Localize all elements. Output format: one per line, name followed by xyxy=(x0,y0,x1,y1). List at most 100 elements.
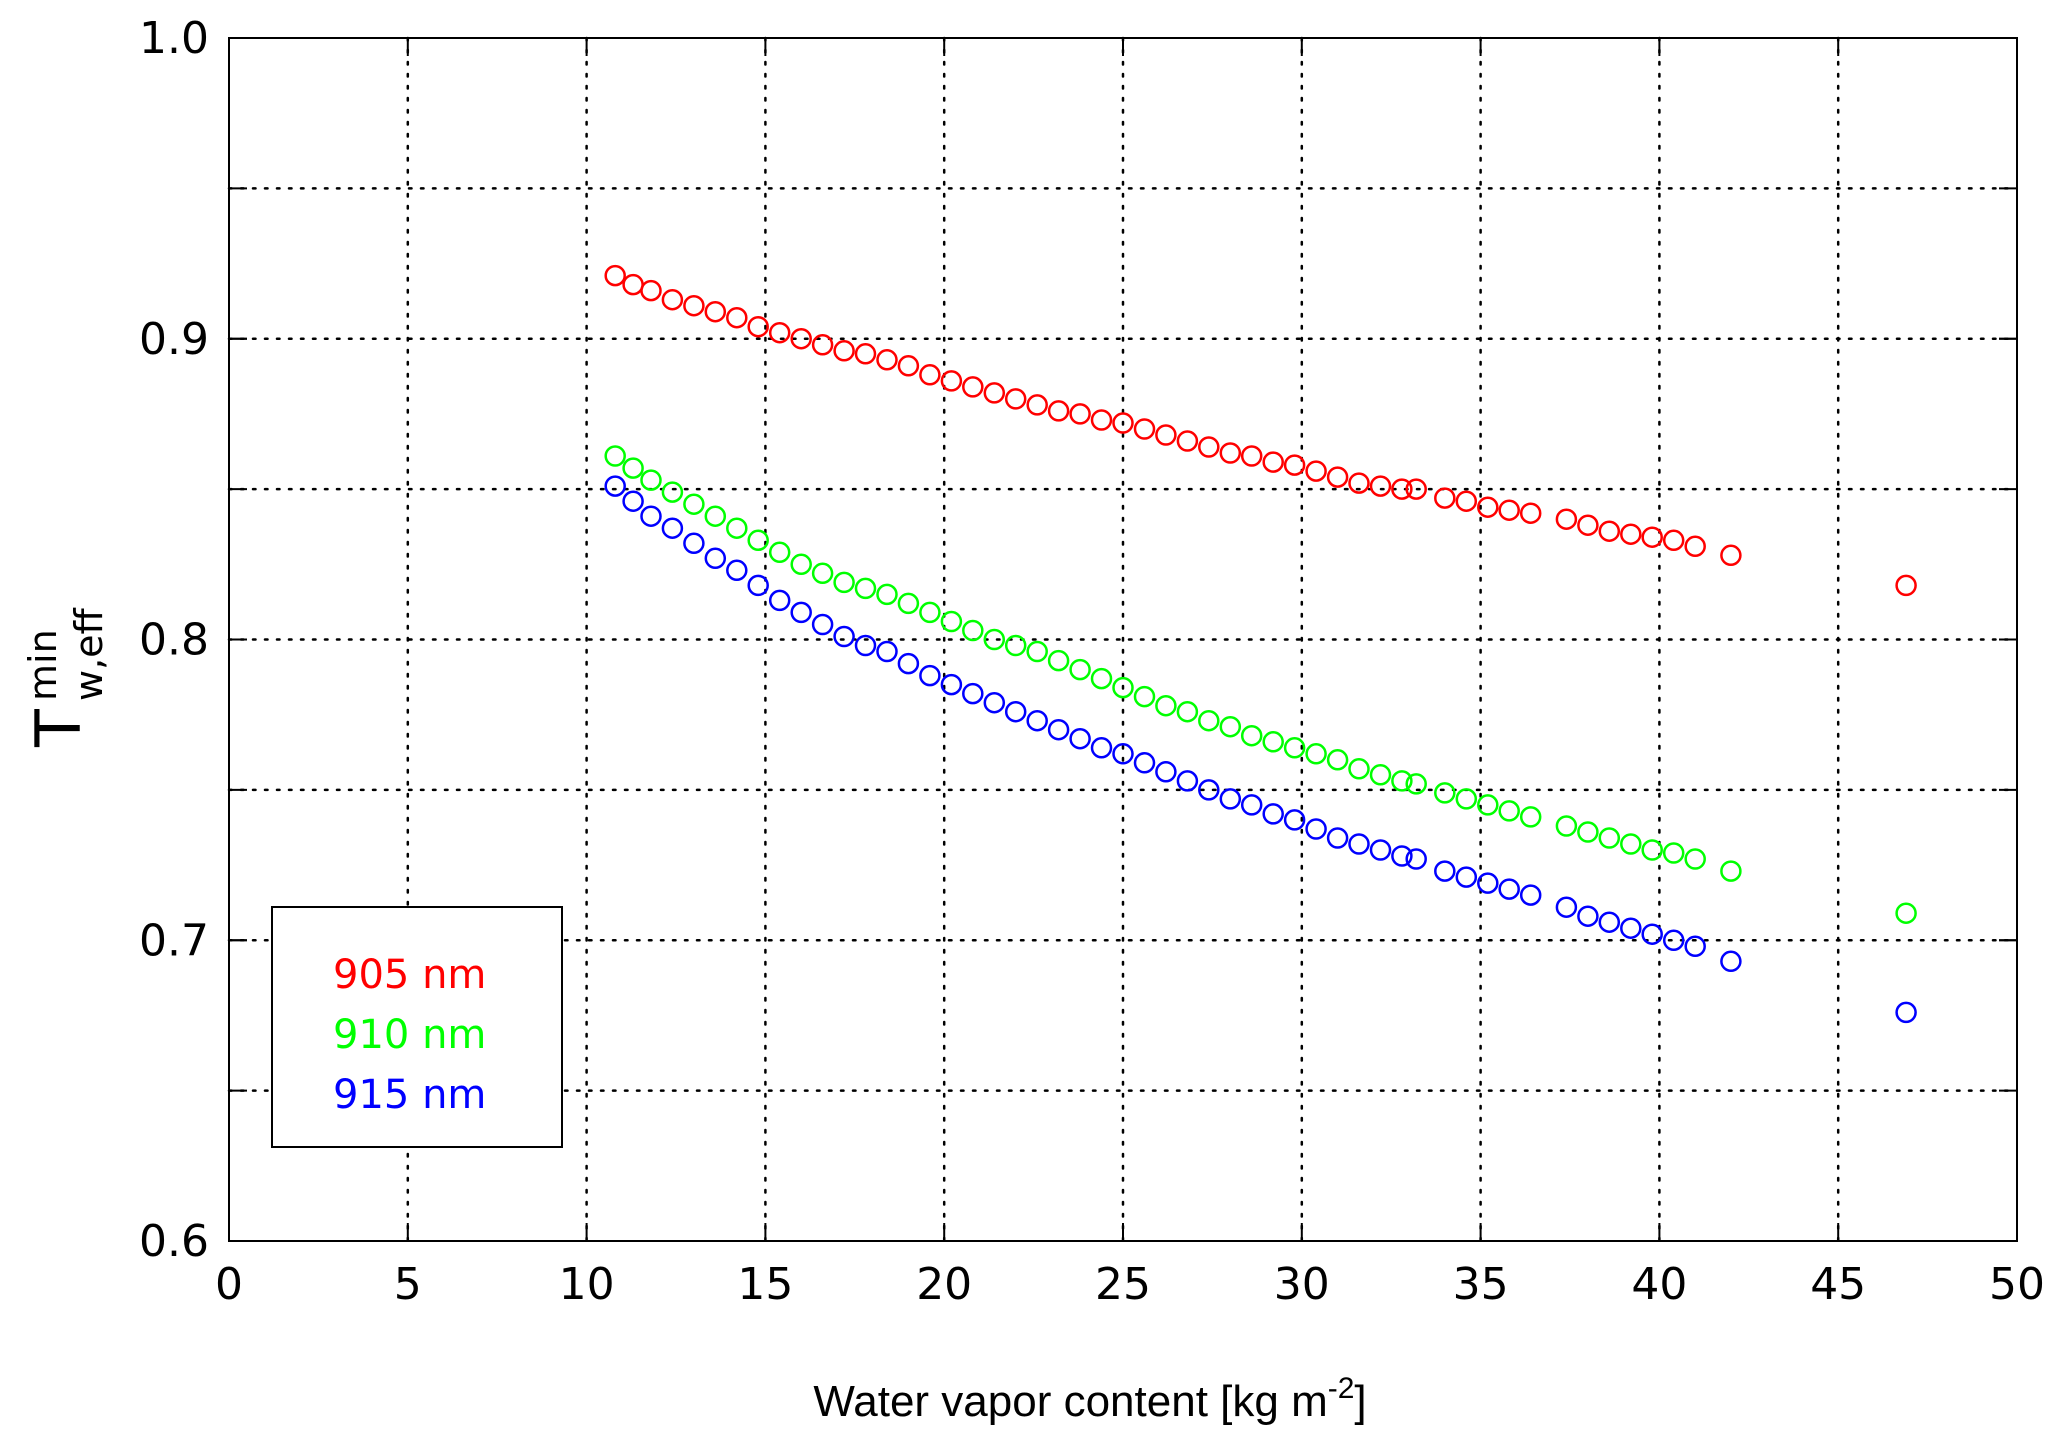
data-point xyxy=(1895,574,1917,597)
data-point xyxy=(940,370,963,392)
data-point xyxy=(1477,872,1499,894)
legend-entry-905: 905 nm xyxy=(333,952,486,998)
y-tick-label: 0.9 xyxy=(139,314,209,365)
data-point xyxy=(1305,743,1327,765)
data-point xyxy=(1133,752,1156,774)
data-point xyxy=(1262,803,1284,825)
x-tick-label: 20 xyxy=(916,1259,972,1310)
data-point xyxy=(1369,839,1392,861)
data-point xyxy=(1283,809,1306,831)
legend: 905 nm 910 nm 915 nm xyxy=(271,906,563,1148)
data-point xyxy=(962,376,984,398)
data-point xyxy=(1684,935,1706,958)
series-915-nm xyxy=(604,475,1917,1024)
data-point xyxy=(1555,896,1578,918)
data-point xyxy=(919,664,941,687)
data-point xyxy=(683,532,705,555)
data-point xyxy=(1004,388,1027,410)
data-point xyxy=(940,610,963,633)
data-point xyxy=(1176,770,1199,792)
data-point xyxy=(854,577,877,600)
data-point xyxy=(622,490,644,512)
data-point xyxy=(622,273,644,296)
x-tick-labels: 0 5 10 15 20 25 30 35 40 45 50 xyxy=(215,1259,2045,1310)
x-axis-label-main: Water vapor content [kg m xyxy=(813,1377,1327,1426)
legend-entry-910: 910 nm xyxy=(333,1012,486,1058)
data-point xyxy=(1455,866,1478,888)
data-point xyxy=(704,300,727,323)
data-point xyxy=(640,469,662,491)
data-point xyxy=(1477,794,1499,816)
data-point xyxy=(1405,478,1427,500)
x-tick-label: 10 xyxy=(559,1259,615,1310)
data-point xyxy=(661,517,684,539)
data-point xyxy=(1219,442,1242,464)
data-point xyxy=(1348,472,1370,494)
data-point xyxy=(1577,905,1599,927)
data-point xyxy=(1720,950,1742,973)
data-point xyxy=(790,327,812,350)
data-point xyxy=(640,505,662,527)
data-point xyxy=(1004,634,1027,657)
x-tick-label: 0 xyxy=(215,1259,243,1310)
data-point xyxy=(726,559,748,582)
data-point xyxy=(1684,848,1706,870)
data-point xyxy=(1662,929,1685,952)
data-point xyxy=(983,691,1006,714)
data-point xyxy=(1198,436,1220,458)
data-point xyxy=(1112,743,1134,765)
data-point xyxy=(1176,700,1199,723)
data-point xyxy=(1026,640,1048,663)
data-point xyxy=(1662,842,1685,864)
data-point xyxy=(876,349,898,371)
data-point xyxy=(1326,827,1349,849)
data-point xyxy=(811,562,834,585)
data-point xyxy=(1895,902,1917,924)
data-point xyxy=(1598,911,1621,933)
data-point xyxy=(1720,860,1742,882)
data-point xyxy=(661,288,684,311)
data-point xyxy=(1262,731,1284,753)
data-point xyxy=(683,294,705,317)
data-point xyxy=(876,640,898,663)
data-point xyxy=(1434,860,1456,882)
x-tick-label: 30 xyxy=(1274,1259,1330,1310)
data-point xyxy=(1391,770,1413,792)
data-point xyxy=(940,673,963,696)
legend-entry-915: 915 nm xyxy=(333,1072,486,1118)
x-tick-label: 15 xyxy=(737,1259,793,1310)
data-point xyxy=(1519,806,1542,828)
x-tick-label: 25 xyxy=(1095,1259,1151,1310)
data-point xyxy=(1026,709,1048,732)
data-point xyxy=(854,343,877,365)
y-tick-label: 0.6 xyxy=(139,1216,209,1267)
data-point xyxy=(1477,496,1499,518)
x-tick-label: 50 xyxy=(1989,1259,2045,1310)
data-point xyxy=(768,589,791,612)
data-point xyxy=(962,619,984,642)
data-point xyxy=(1641,526,1663,548)
data-point xyxy=(1555,815,1578,837)
x-axis-label-superscript: -2 xyxy=(1328,1372,1355,1405)
y-axis-label-superscript: min xyxy=(21,629,65,701)
data-point xyxy=(1455,788,1478,810)
data-point xyxy=(604,264,626,287)
data-point xyxy=(661,481,684,503)
data-point xyxy=(1348,833,1370,855)
data-point xyxy=(726,517,748,539)
data-point xyxy=(1262,451,1284,473)
data-point xyxy=(919,364,941,386)
data-point xyxy=(1577,514,1599,536)
data-point xyxy=(1112,676,1134,699)
x-axis-label: Water vapor content [kg m-2] xyxy=(813,1372,1366,1426)
data-point xyxy=(897,592,920,615)
data-point xyxy=(747,574,769,597)
series-905-nm xyxy=(604,264,1917,597)
grid-lines xyxy=(227,36,2019,1243)
data-point xyxy=(1620,833,1642,855)
data-point xyxy=(919,601,941,624)
data-point xyxy=(1391,478,1413,500)
data-point xyxy=(1090,667,1113,690)
x-tick-label: 40 xyxy=(1631,1259,1687,1310)
data-point xyxy=(747,315,769,338)
